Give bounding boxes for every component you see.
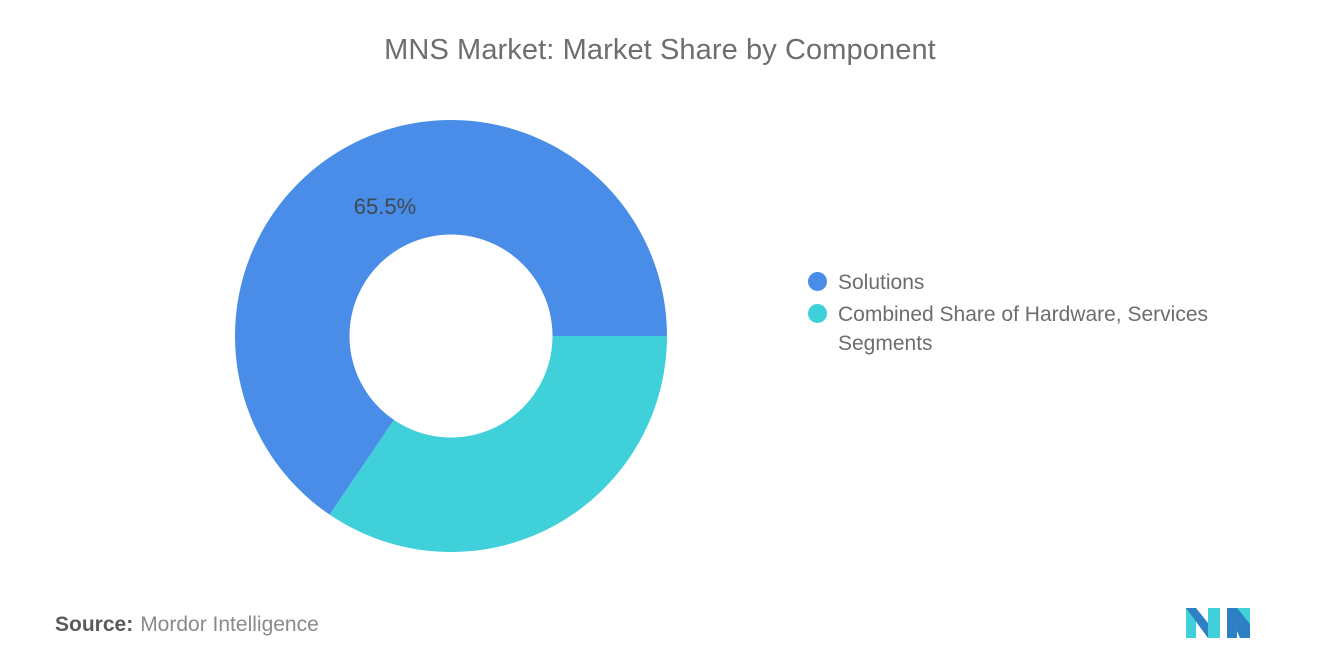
legend-label-solutions: Solutions [838, 271, 925, 294]
source-attribution: Source: Mordor Intelligence [55, 610, 319, 640]
legend-item-combined-hardware-services[interactable]: Combined Share of Hardware, Services Seg… [808, 300, 1278, 358]
pie-slice-combined-hardware-services[interactable] [329, 336, 667, 552]
legend-swatch-icon-solutions [808, 272, 827, 291]
legend-item-solutions[interactable]: Solutions [808, 268, 1278, 297]
donut-chart-svg [235, 120, 667, 552]
source-label: Source: [55, 613, 134, 636]
pie-slice-label-solutions: 65.5% [353, 194, 417, 219]
legend-swatch-icon-combined-hardware-services [808, 304, 827, 323]
logo-svg [1186, 608, 1250, 638]
legend-label-combined-hardware-services: Combined Share of Hardware, Services Seg… [838, 303, 1209, 355]
donut-hole [349, 234, 553, 438]
chart-legend: Solutions Combined Share of Hardware, Se… [808, 268, 1278, 361]
chart-title: MNS Market: Market Share by Component [384, 34, 936, 66]
mordor-intelligence-logo-icon [1184, 598, 1252, 640]
donut-chart [235, 120, 667, 552]
source-value: Mordor Intelligence [140, 613, 319, 636]
